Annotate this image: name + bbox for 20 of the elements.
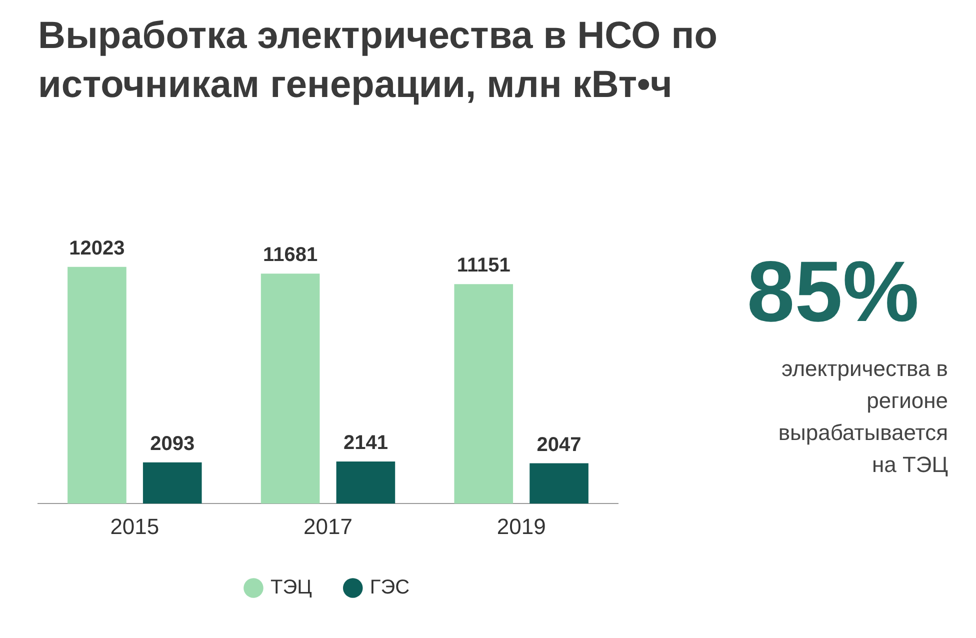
bar [260,274,320,504]
data-label: 11681 [263,244,318,266]
bar [336,461,396,504]
bar [530,463,588,504]
data-label: 2047 [536,434,582,456]
data-label: 12023 [69,237,125,260]
data-label: 2141 [343,432,388,454]
data-label: 2093 [150,432,195,455]
bar [142,462,202,504]
bar [68,266,126,504]
text: 85% [746,243,920,342]
chart-title: Выработка электричества в НСО по источникам генерации, млн кВт•ч [38,14,718,108]
text: электричества в регионе вырабатывается на ТЭЦ [777,355,948,479]
x-tick-label: 2019 [496,514,546,539]
legend-label: ГЭС [370,576,410,599]
data-label: 11151 [456,254,510,277]
legend-label: ТЭЦ [270,576,312,599]
x-tick-label: 2015 [110,514,160,539]
bar [454,284,514,504]
x-tick-label: 2017 [304,514,352,539]
